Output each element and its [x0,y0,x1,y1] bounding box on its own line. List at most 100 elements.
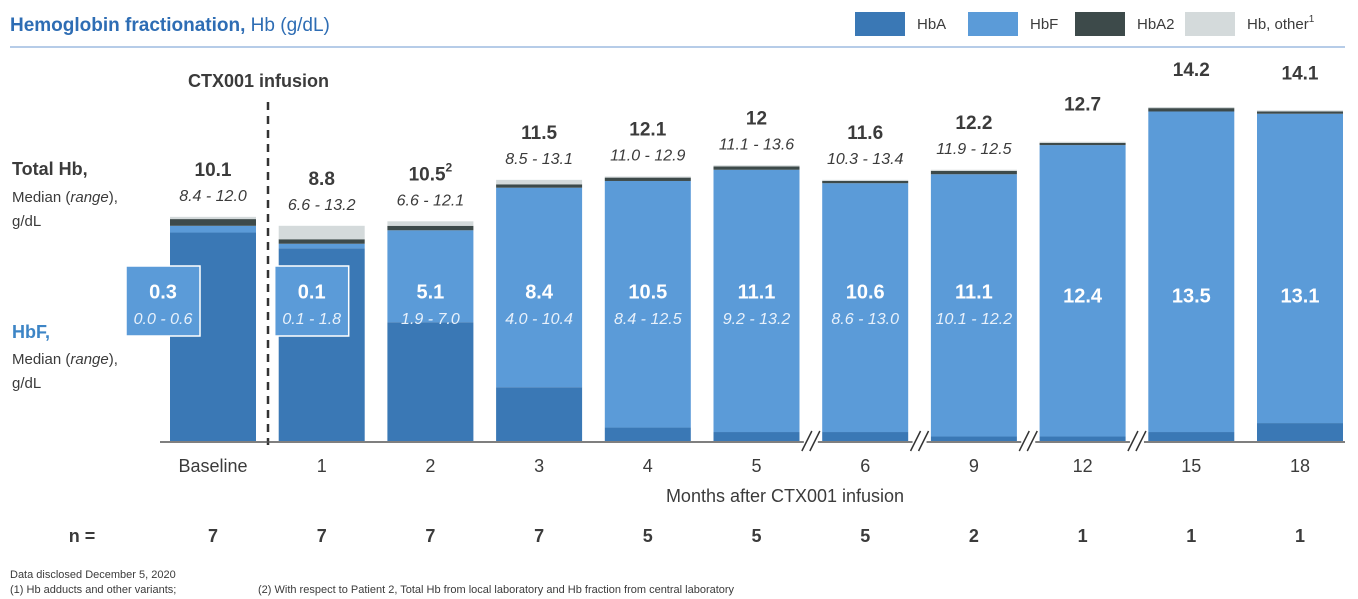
x-tick-label: Baseline [178,456,247,476]
axis-break [1127,430,1139,452]
bar-segment [170,216,256,220]
bar-segment [1148,111,1235,433]
note: (1) Hb adducts and other variants; [10,584,176,596]
total-label: 11.5 [521,123,557,144]
x-tick-label: 5 [751,456,761,476]
hbf-range: 0.0 - 0.6 [134,311,193,328]
hbf-sub: Median (range), [12,351,118,368]
hbf-range: 9.2 - 13.2 [723,311,791,328]
total-range: 10.3 - 13.4 [827,151,904,168]
sub-c: ), [109,351,118,368]
bar-segment [496,187,583,388]
hbf-range: 8.4 - 12.5 [614,311,682,328]
hbf-box [273,265,350,337]
total-label: 8.8 [308,169,334,190]
bar-segment [604,180,691,428]
n-value: 1 [1295,526,1305,546]
bar-segment [496,387,583,441]
bar-segment [1148,107,1235,109]
total-range: 6.6 - 13.2 [288,197,356,214]
hbf-range: 1.9 - 7.0 [401,311,460,328]
total-value: 12.1 [629,120,666,141]
legend-name: HbA [917,16,946,33]
bar-segment [930,436,1017,441]
hbf-median: 10.6 [846,281,885,303]
axis-break [809,430,821,452]
bar-segment [1257,110,1343,112]
n-value: 7 [208,526,218,546]
legend-label: HbA [917,16,946,33]
x-tick-label: 6 [860,456,870,476]
hbf-heading: HbF, [12,322,50,342]
total-value: 11.6 [847,123,883,144]
x-tick-label: 15 [1181,456,1201,476]
total-label: 12.1 [629,120,666,141]
axis-break-gap [1021,435,1036,447]
bar-segment [1039,145,1126,437]
hbf-box [125,265,201,337]
axis-break [1026,430,1038,452]
axis-break-gap [1129,435,1144,447]
n-value: 5 [860,526,870,546]
hbf-range: 10.1 - 12.2 [936,311,1013,328]
hbf-median: 10.5 [628,281,667,303]
bar-segment [387,225,474,231]
hbf-median: 13.5 [1172,285,1211,307]
total-value: 11.5 [521,123,557,144]
bar-segment [713,166,800,170]
title-main: Hemoglobin fractionation, [10,15,245,36]
footnote-mark: 2 [446,160,453,174]
bar-segment [496,184,583,188]
bar-segment [1148,108,1235,112]
total-label: 10.1 [195,160,232,181]
legend-label: HbA2 [1137,16,1175,33]
hbf-median: 0.3 [149,281,177,303]
bar-segment [604,176,691,178]
total-label: 10.52 [409,160,453,185]
bar-segment [604,177,691,181]
legend-name: HbA2 [1137,16,1175,33]
legend-swatch [968,12,1018,36]
bar-segment [1148,432,1235,441]
bar-segment [278,243,365,249]
bar-segment [170,225,256,233]
hbf-median: 11.1 [738,281,776,303]
n-value: 2 [969,526,979,546]
total-value: 12.7 [1064,95,1101,116]
legend-swatch [1185,12,1235,36]
total-range: 11.0 - 12.9 [610,148,685,165]
axis-break [801,430,813,452]
title: Hemoglobin fractionation, Hb (g/dL) [10,15,330,36]
bar-segment [930,170,1017,175]
n-value: 5 [643,526,653,546]
bar-segment [170,219,256,226]
bar-segment [1039,142,1126,146]
x-axis-title: Months after CTX001 infusion [666,486,904,506]
legend-name: HbF [1030,16,1058,33]
title-unit: Hb (g/dL) [251,15,330,36]
n-value: 7 [317,526,327,546]
total-label: 12.7 [1064,95,1101,116]
total-value: 10.5 [409,164,446,185]
total-range: 11.1 - 13.6 [719,137,794,154]
bar-segment [1039,141,1126,143]
axis-break [917,430,930,452]
legend-swatch [1075,12,1125,36]
sub-b: range [70,189,108,206]
bar-segment [822,179,909,181]
total-label: 14.1 [1282,63,1319,84]
bar-segment [930,174,1017,437]
bar-segment [822,180,909,184]
total-range: 11.9 - 12.5 [936,141,1011,158]
hbf-range: 8.6 - 13.0 [831,311,899,328]
bar-segment [713,432,800,441]
n-label: n = [69,526,96,546]
bar-segment [1257,111,1343,114]
bar-segment [1257,423,1343,441]
legend-swatch [855,12,905,36]
x-tick-label: 12 [1073,456,1093,476]
hbf-median: 0.1 [298,281,326,303]
total-value: 14.1 [1282,63,1319,84]
x-tick-label: 2 [425,456,435,476]
